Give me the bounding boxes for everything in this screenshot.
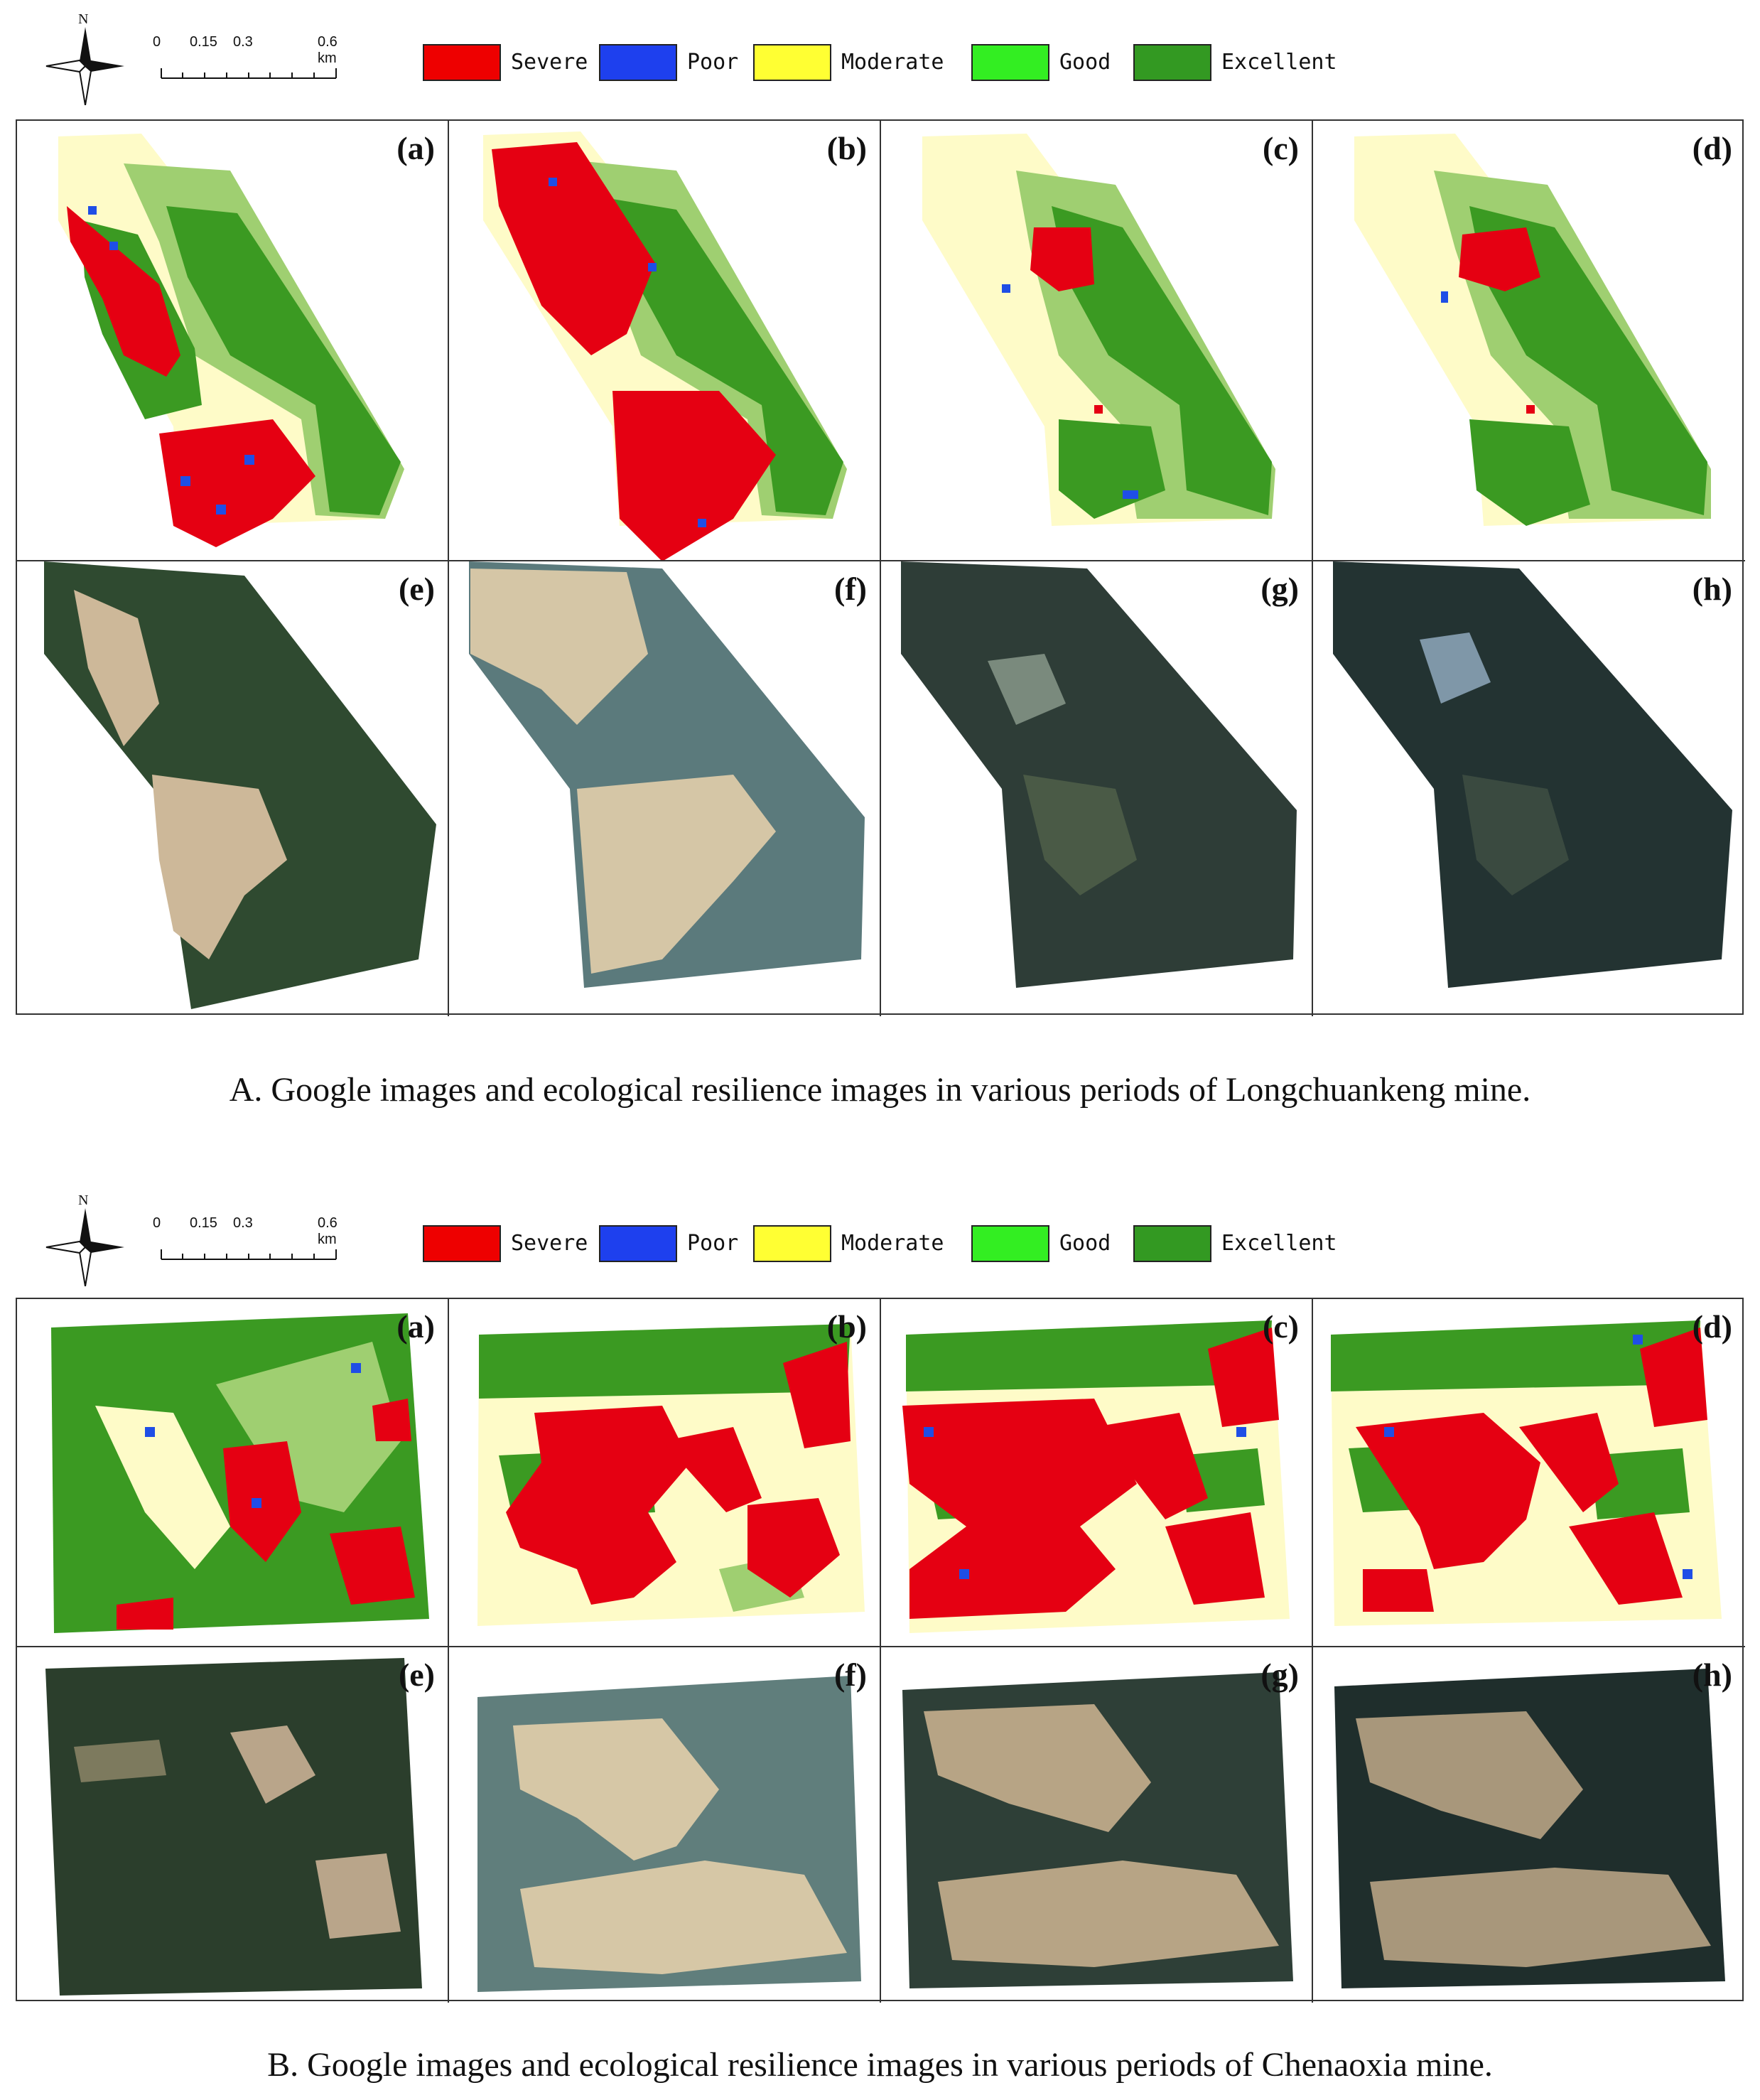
- panel-label: (e): [398, 571, 435, 607]
- satellite-image-f: (f): [449, 1647, 881, 2003]
- scale-bar: 0 0.15 0.3 0.6 km: [153, 34, 338, 79]
- legend-swatch: [423, 1225, 501, 1262]
- panel-grid-a: (a) (b) (c): [16, 119, 1745, 1016]
- resilience-map-b: (b): [449, 121, 881, 561]
- satellite-image-e: (e): [17, 1647, 449, 2003]
- satellite-image-g: (g): [881, 1647, 1313, 2003]
- legend-swatch: [1133, 44, 1211, 81]
- resilience-map-d: (d): [1313, 1299, 1745, 1647]
- panel-label: (a): [396, 130, 435, 166]
- satellite-image-e: (e): [17, 561, 449, 1016]
- panel-label: (c): [1262, 130, 1299, 166]
- legend-swatch: [1133, 1225, 1211, 1262]
- panel-label: (h): [1692, 571, 1732, 607]
- caption-b: B. Google images and ecological resilien…: [267, 2046, 1493, 2084]
- panel-label: (g): [1260, 571, 1299, 607]
- legend-swatch: [971, 1225, 1049, 1262]
- north-arrow-icon: N: [43, 1192, 128, 1286]
- legend-swatch: [599, 44, 677, 81]
- scale-bar: 0 0.15 0.3 0.6 km: [153, 1215, 338, 1260]
- legend-header-a: N 0 0.15 0.3 0.6 km Severe: [0, 0, 1760, 107]
- legend-swatch: [423, 44, 501, 81]
- caption-a: A. Google images and ecological resilien…: [229, 1071, 1531, 1109]
- resilience-map-a: (a): [17, 1299, 449, 1647]
- legend-swatch: [753, 1225, 831, 1262]
- satellite-image-h: (h): [1313, 1647, 1745, 2003]
- resilience-map-c: (c): [881, 1299, 1313, 1647]
- satellite-image-g: (g): [881, 561, 1313, 1016]
- resilience-map-c: (c): [881, 121, 1313, 561]
- satellite-image-h: (h): [1313, 561, 1745, 1016]
- legend-swatch: [971, 44, 1049, 81]
- panel-label: (a): [396, 1308, 435, 1345]
- resilience-map-b: (b): [449, 1299, 881, 1647]
- resilience-map-a: (a): [17, 121, 449, 561]
- north-arrow-icon: N: [43, 11, 128, 105]
- panel-label: (d): [1692, 1308, 1732, 1345]
- panel-grid-b: (a) (b) (c): [16, 1298, 1745, 2003]
- panel-label: (e): [398, 1657, 435, 1693]
- legend-swatch: [599, 1225, 677, 1262]
- resilience-map-d: (d): [1313, 121, 1745, 561]
- panel-label: (f): [834, 1657, 867, 1693]
- legend-swatch: [753, 44, 831, 81]
- satellite-image-f: (f): [449, 561, 881, 1016]
- panel-label: (g): [1260, 1657, 1299, 1693]
- panel-label: (c): [1262, 1308, 1299, 1345]
- panel-label: (f): [834, 571, 867, 607]
- legend-header-b: N 0 0.15 0.3 0.6 km Severe: [0, 1181, 1760, 1288]
- panel-label: (b): [826, 1308, 867, 1345]
- panel-label: (h): [1692, 1657, 1732, 1693]
- panel-label: (d): [1692, 130, 1732, 166]
- panel-label: (b): [826, 130, 867, 166]
